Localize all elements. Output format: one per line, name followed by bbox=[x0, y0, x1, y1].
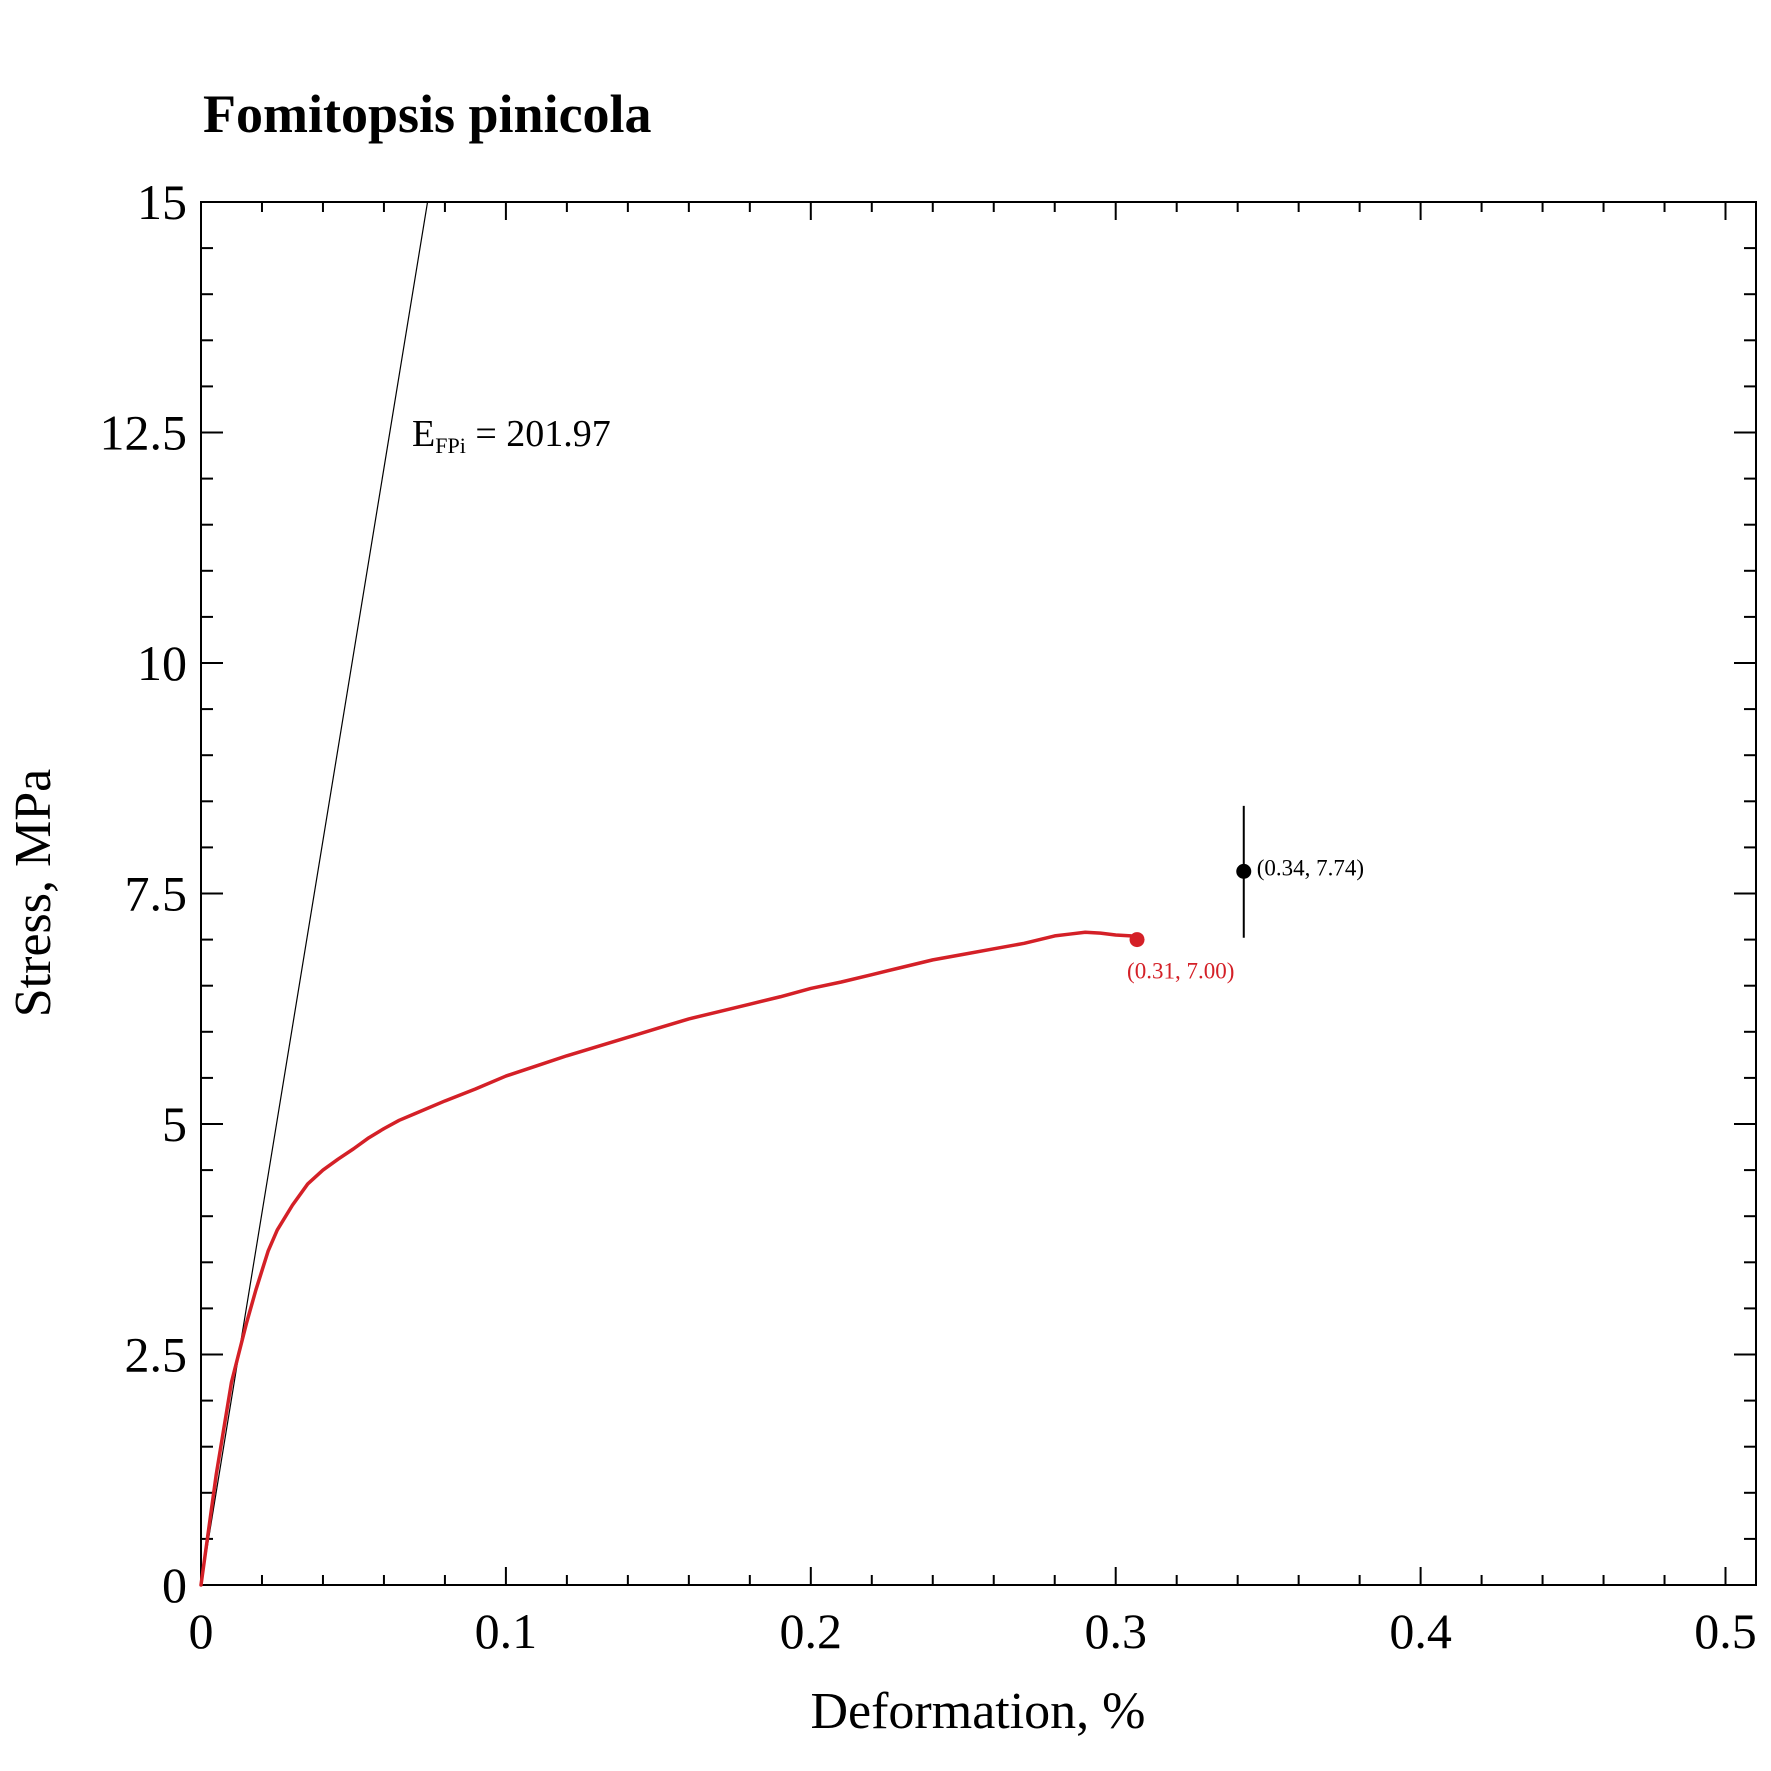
y-axis-ticks bbox=[201, 201, 1756, 1586]
y-tick-label: 15 bbox=[137, 174, 187, 230]
x-tick-label: 0 bbox=[189, 1603, 214, 1659]
y-tick-label: 10 bbox=[137, 635, 187, 691]
chart-title: Fomitopsis pinicola bbox=[203, 84, 652, 144]
modulus-symbol: E bbox=[412, 413, 435, 455]
elastic-modulus-label: EFPi = 201.97 bbox=[412, 413, 611, 458]
stress-strain-curve bbox=[199, 930, 1139, 1587]
mean-point-marker bbox=[1236, 863, 1252, 879]
y-axis-label: Stress, MPa bbox=[5, 769, 62, 1017]
y-tick-label: 12.5 bbox=[100, 405, 188, 461]
modulus-subscript: FPi bbox=[435, 433, 466, 458]
y-tick-label: 2.5 bbox=[125, 1327, 188, 1383]
x-tick-label: 0.5 bbox=[1694, 1603, 1757, 1659]
modulus-value: = 201.97 bbox=[466, 413, 611, 455]
y-axis-tick-labels: 0 2.5 5 7.5 10 12.5 15 bbox=[100, 174, 188, 1613]
x-tick-label: 0.3 bbox=[1084, 1603, 1147, 1659]
mean-point-label: (0.34, 7.74) bbox=[1257, 855, 1364, 880]
failure-point-label: (0.31, 7.00) bbox=[1127, 959, 1234, 984]
y-tick-label: 7.5 bbox=[125, 866, 188, 922]
x-tick-label: 0.1 bbox=[475, 1603, 538, 1659]
plot-frame bbox=[200, 201, 1757, 1586]
x-axis-ticks bbox=[200, 202, 1727, 1585]
x-axis-label: Deformation, % bbox=[810, 1683, 1145, 1740]
y-tick-label: 0 bbox=[162, 1557, 187, 1613]
y-tick-label: 5 bbox=[162, 1096, 187, 1152]
x-tick-label: 0.4 bbox=[1389, 1603, 1452, 1659]
elastic-modulus-line bbox=[200, 201, 429, 1586]
x-tick-label: 0.2 bbox=[780, 1603, 843, 1659]
x-axis-tick-labels: 0 0.1 0.2 0.3 0.4 0.5 bbox=[189, 1603, 1757, 1659]
failure-point-marker bbox=[1129, 932, 1145, 948]
